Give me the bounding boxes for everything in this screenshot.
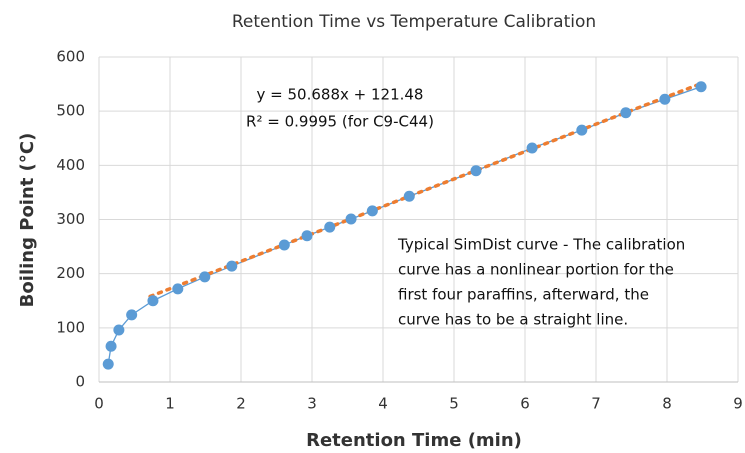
data-point [576, 124, 588, 136]
data-point [620, 107, 632, 119]
data-point [403, 190, 415, 202]
y-tick-label: 300 [56, 210, 85, 228]
x-tick-label: 6 [520, 395, 530, 413]
x-tick-label: 7 [591, 395, 601, 413]
data-point [113, 324, 125, 336]
x-tick-label: 8 [662, 395, 672, 413]
equation: R² = 0.9995 (for C9-C44) [246, 113, 434, 131]
data-point [324, 221, 336, 233]
y-tick-label: 0 [75, 373, 85, 391]
data-point [659, 93, 671, 105]
data-point [278, 239, 290, 251]
chart-title: Retention Time vs Temperature Calibratio… [232, 12, 596, 32]
y-tick-label: 100 [56, 318, 85, 336]
data-point [366, 205, 378, 217]
x-tick-label: 1 [165, 395, 175, 413]
data-point [345, 213, 357, 225]
equation: y = 50.688x + 121.48 [257, 86, 424, 104]
x-tick-label: 2 [236, 395, 246, 413]
data-point [199, 271, 211, 283]
data-point [126, 309, 138, 321]
data-point [226, 260, 238, 272]
data-point [526, 142, 538, 154]
data-point [301, 230, 313, 242]
x-tick-label: 9 [733, 395, 743, 413]
data-point [695, 81, 707, 93]
data-point [470, 165, 482, 177]
data-point [172, 283, 184, 295]
note: Typical SimDist curve - The calibration [397, 236, 685, 254]
note: first four paraffins, afterward, the [398, 286, 649, 304]
x-tick-label: 0 [94, 395, 104, 413]
note: curve has a nonlinear portion for the [398, 261, 674, 279]
data-point [105, 340, 117, 352]
note: curve has to be a straight line. [398, 311, 628, 329]
trendline [148, 81, 703, 299]
y-tick-label: 600 [56, 48, 85, 66]
y-tick-label: 500 [56, 102, 85, 120]
y-tick-label: 400 [56, 156, 85, 174]
data-point [102, 358, 114, 370]
y-tick-label: 200 [56, 264, 85, 282]
x-tick-label: 4 [378, 395, 388, 413]
x-axis-title: Retention Time (min) [306, 430, 522, 451]
y-axis-title: Boiling Point (°C) [17, 133, 38, 308]
x-tick-label: 5 [449, 395, 459, 413]
data-point [147, 295, 159, 307]
x-tick-label: 3 [307, 395, 317, 413]
